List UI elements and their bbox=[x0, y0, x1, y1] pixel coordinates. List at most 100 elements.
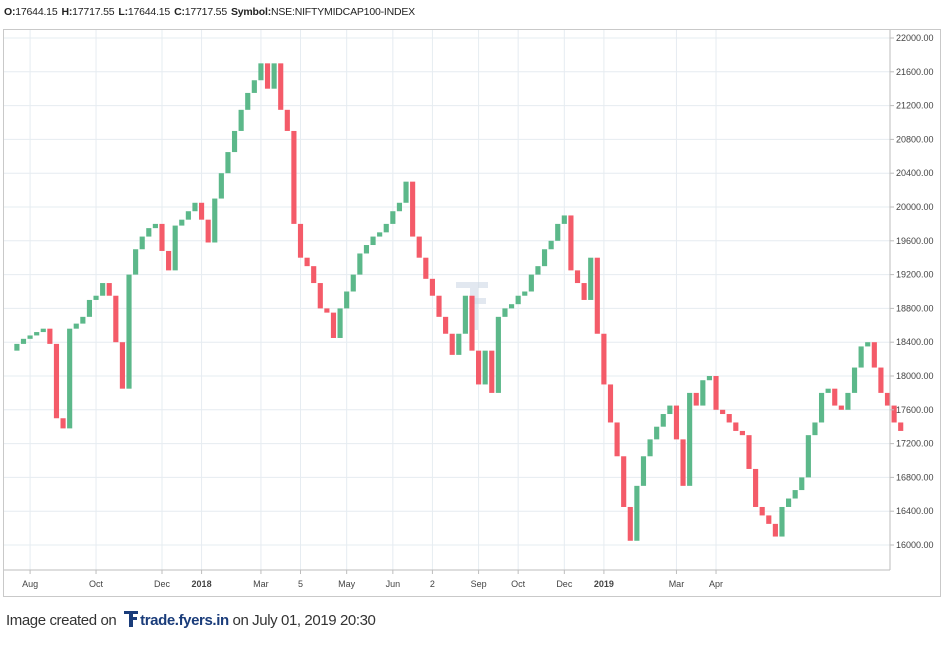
candle-down bbox=[297, 223, 304, 258]
candle-up bbox=[146, 228, 152, 237]
candle-down bbox=[443, 316, 449, 334]
candle-up bbox=[779, 506, 785, 537]
candle-up bbox=[126, 274, 132, 389]
fyers-logo-icon bbox=[124, 611, 139, 631]
y-tick-label: 17600.00 bbox=[896, 405, 934, 415]
candle-up bbox=[14, 343, 20, 351]
candle-down bbox=[317, 283, 323, 309]
candle-up bbox=[20, 338, 27, 344]
candle-up bbox=[865, 342, 871, 347]
candle-up bbox=[555, 223, 561, 241]
candle-up bbox=[370, 236, 376, 246]
y-tick-label: 18400.00 bbox=[896, 337, 934, 347]
candle-down bbox=[416, 236, 422, 258]
y-tick-label: 20400.00 bbox=[896, 168, 934, 178]
candle-up bbox=[634, 485, 640, 541]
candle-down bbox=[726, 414, 732, 423]
price-chart[interactable]: 16000.00 16400.00 16800.00 17200.00 17600.00… bbox=[4, 30, 940, 596]
candle-up bbox=[535, 266, 541, 275]
candle-up bbox=[363, 245, 370, 254]
candle-down bbox=[753, 468, 759, 507]
candle-up bbox=[528, 274, 534, 292]
grid bbox=[4, 30, 890, 570]
candle-down bbox=[713, 376, 719, 410]
x-tick-label: Apr bbox=[709, 579, 723, 589]
x-tick-label: Mar bbox=[669, 579, 685, 589]
candle-up bbox=[192, 202, 198, 212]
candle-up bbox=[350, 274, 356, 292]
candle-up bbox=[67, 328, 73, 429]
chart-area[interactable]: 16000.00 16400.00 16800.00 17200.00 17600.00… bbox=[3, 29, 941, 597]
candle-down bbox=[436, 295, 442, 317]
candle-up bbox=[34, 332, 40, 336]
footer-site-link[interactable]: trade.fyers.in bbox=[140, 612, 229, 629]
candle-down bbox=[53, 343, 60, 419]
y-tick-label: 20800.00 bbox=[896, 134, 934, 144]
candle-up bbox=[502, 308, 508, 317]
candle-down bbox=[766, 515, 772, 524]
x-tick-label: May bbox=[338, 579, 356, 589]
x-tick-label: 2018 bbox=[192, 579, 212, 589]
high-label: H: bbox=[61, 6, 73, 18]
y-tick-label: 20000.00 bbox=[896, 202, 934, 212]
candle-up bbox=[812, 422, 818, 436]
candle-up bbox=[482, 350, 488, 385]
candle-down bbox=[746, 435, 752, 469]
footer-prefix: Image created on bbox=[6, 612, 117, 629]
candle-down bbox=[410, 181, 416, 237]
candle-down bbox=[264, 63, 271, 89]
candle-up bbox=[786, 498, 792, 507]
candle-down bbox=[284, 109, 290, 131]
candle-up bbox=[818, 392, 825, 423]
candle-up bbox=[515, 295, 521, 305]
candle-up bbox=[654, 426, 660, 440]
candle-down bbox=[423, 257, 429, 279]
candle-up bbox=[73, 323, 79, 329]
candles bbox=[14, 63, 904, 541]
candle-up bbox=[508, 304, 515, 309]
y-tick-label: 16400.00 bbox=[896, 506, 934, 516]
y-tick-label: 19600.00 bbox=[896, 236, 934, 246]
candle-down bbox=[449, 333, 455, 355]
candle-up bbox=[462, 295, 468, 334]
candle-down bbox=[311, 266, 317, 284]
candle-down bbox=[832, 388, 838, 406]
candle-up bbox=[133, 249, 139, 275]
x-tick-label: Oct bbox=[511, 579, 526, 589]
high-value: 17717.55 bbox=[72, 6, 115, 18]
candle-up bbox=[403, 181, 409, 203]
candle-up bbox=[383, 223, 389, 233]
close-value: 17717.55 bbox=[184, 6, 227, 18]
candle-up bbox=[548, 240, 554, 250]
candle-up bbox=[238, 109, 244, 131]
candle-up bbox=[185, 211, 191, 220]
candle-up bbox=[640, 456, 647, 486]
candle-down bbox=[198, 202, 205, 220]
candle-up bbox=[561, 215, 567, 224]
candle-up bbox=[851, 367, 858, 393]
open-label: O: bbox=[4, 6, 16, 18]
candle-down bbox=[568, 215, 574, 271]
candle-down bbox=[898, 422, 904, 431]
symbol-label: Symbol: bbox=[230, 6, 271, 18]
candle-up bbox=[100, 283, 106, 296]
candle-down bbox=[476, 350, 482, 385]
x-tick-label: Jun bbox=[386, 579, 401, 589]
candle-up bbox=[792, 490, 798, 499]
x-tick-label: Dec bbox=[154, 579, 171, 589]
candle-up bbox=[225, 152, 231, 174]
candle-down bbox=[772, 523, 778, 537]
footer-suffix: on July 01, 2019 20:30 bbox=[232, 612, 376, 629]
low-value: 17644.15 bbox=[127, 6, 171, 18]
candle-down bbox=[166, 250, 172, 271]
candle-up bbox=[93, 295, 99, 300]
candle-up bbox=[357, 253, 363, 275]
candle-down bbox=[47, 328, 53, 344]
candle-up bbox=[660, 414, 666, 427]
candle-down bbox=[489, 350, 495, 393]
candle-up bbox=[251, 80, 257, 93]
candle-up bbox=[667, 405, 673, 415]
x-tick-label: Mar bbox=[253, 579, 269, 589]
candle-up bbox=[245, 92, 251, 110]
candle-down bbox=[759, 506, 765, 516]
